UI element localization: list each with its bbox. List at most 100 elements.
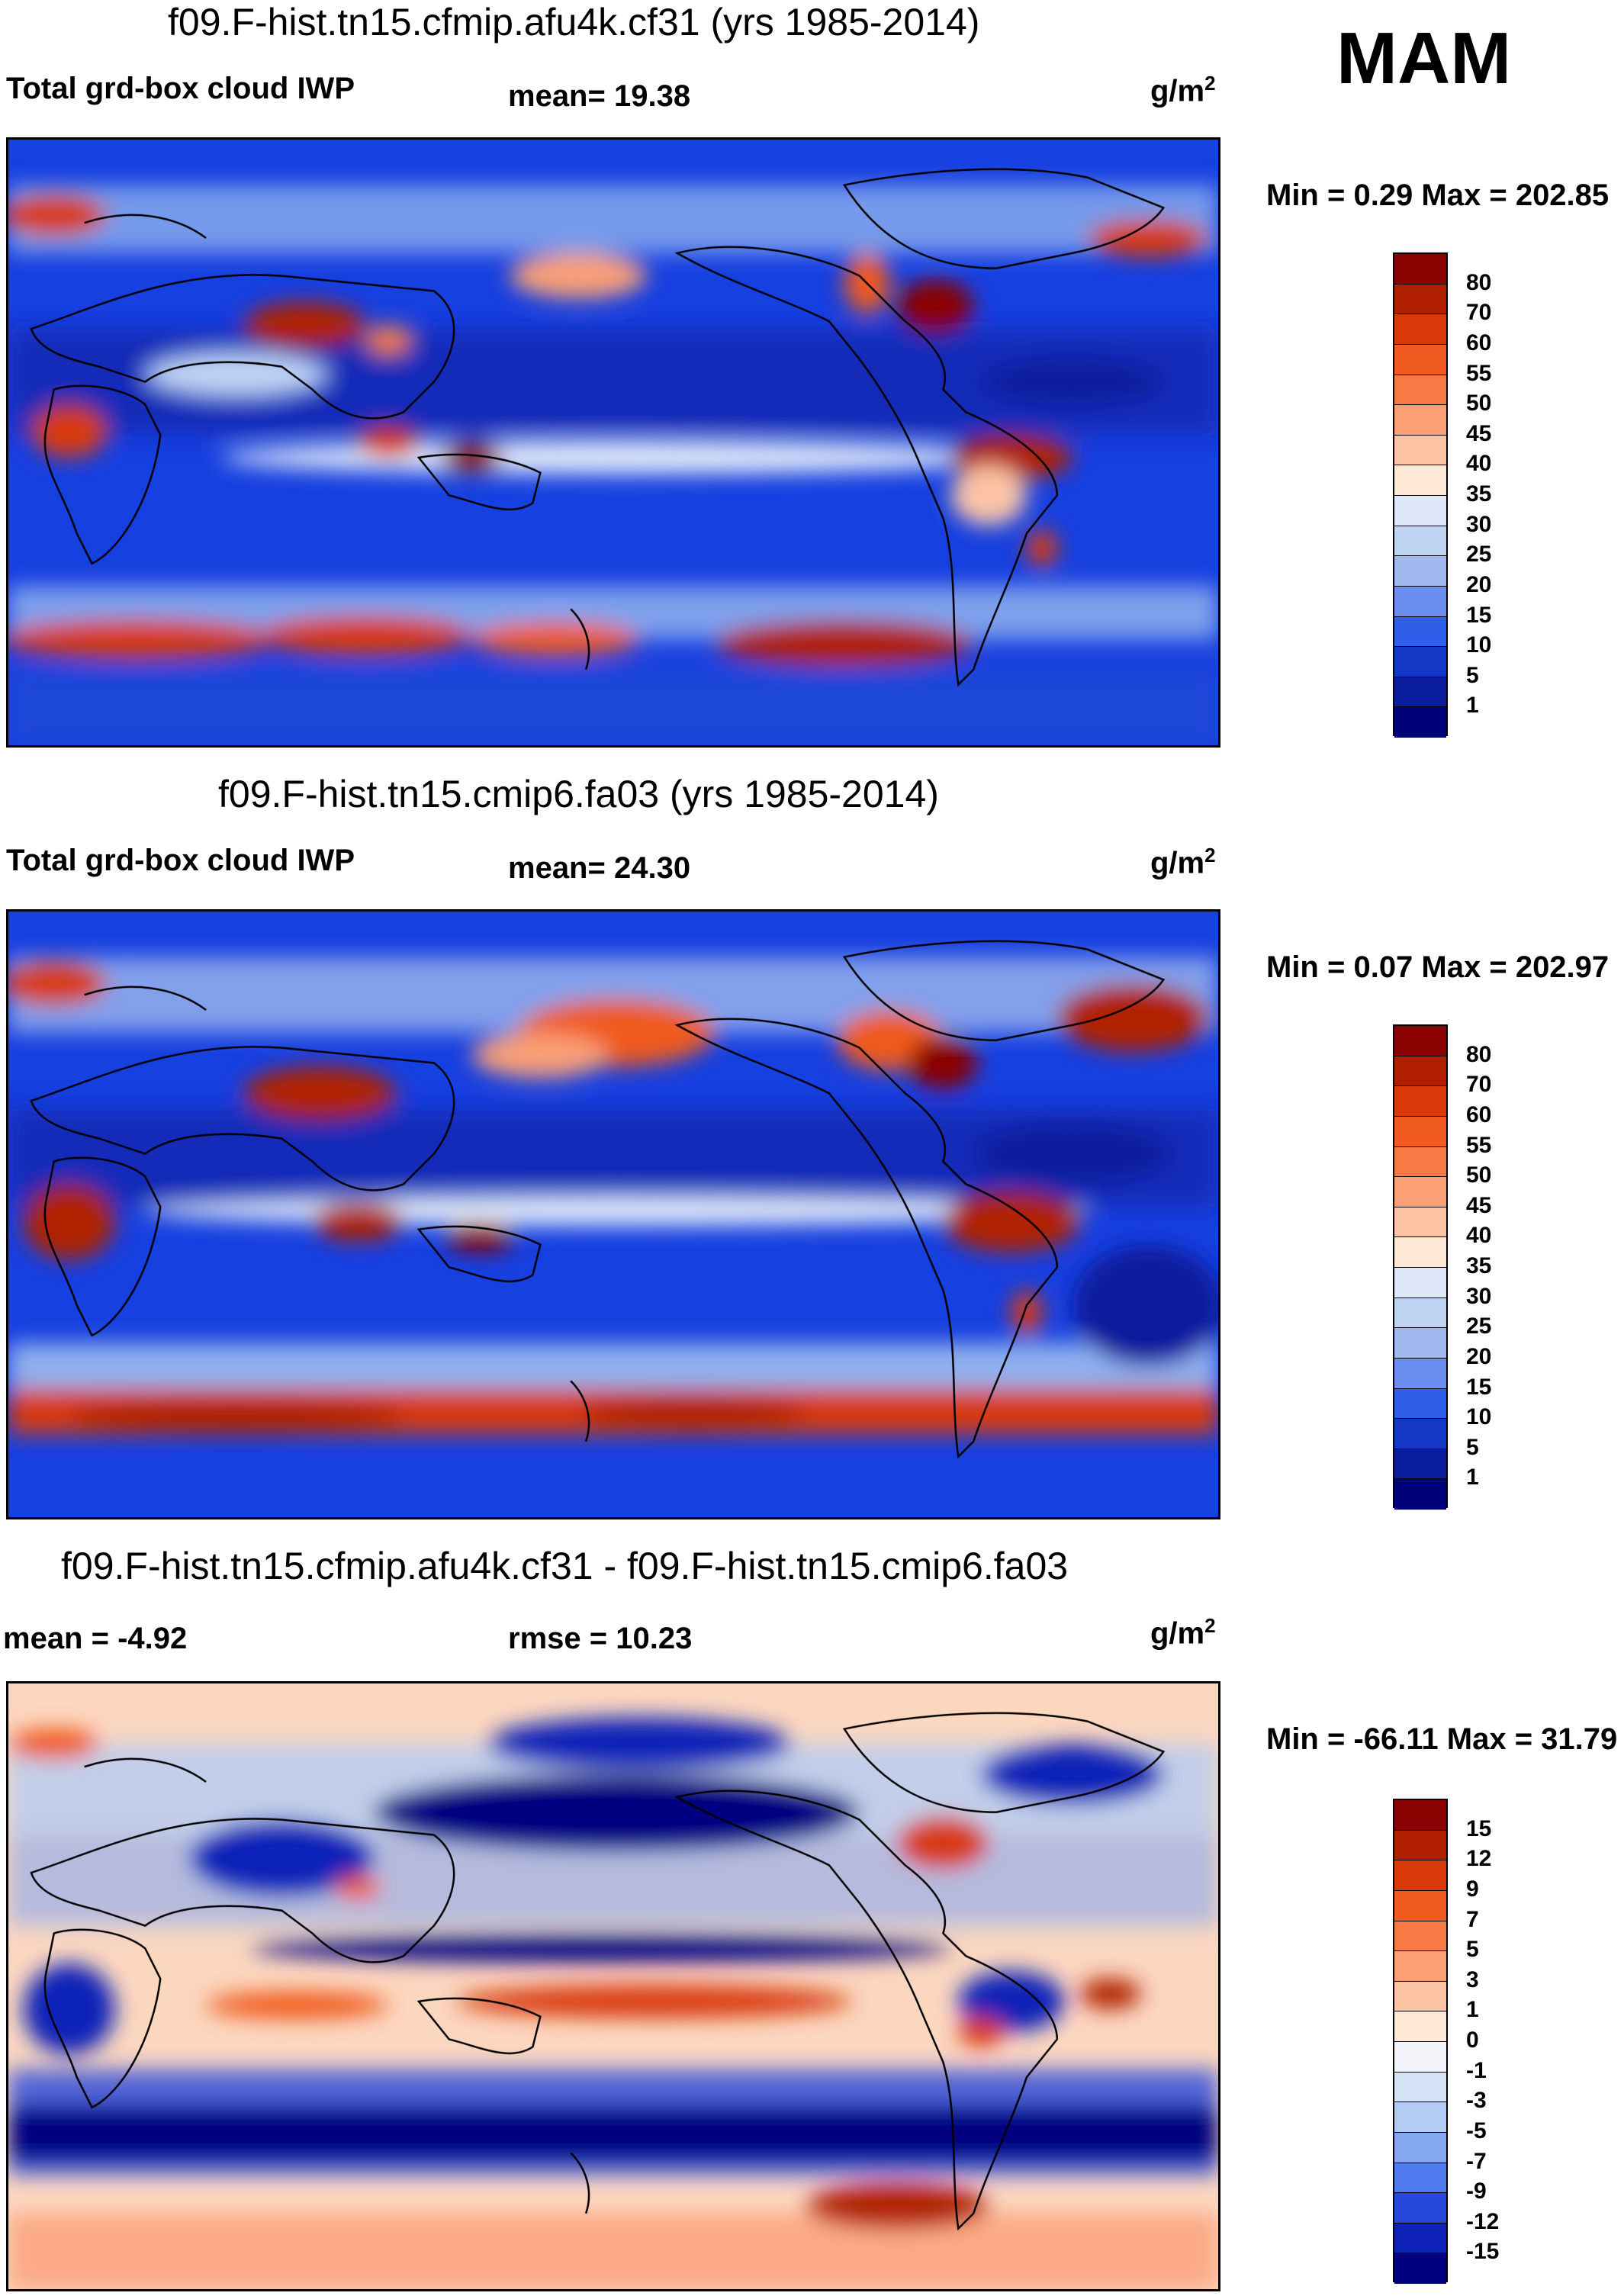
colorbar-tick-label: 1 (1466, 1465, 1479, 1490)
colorbar-box (1394, 375, 1446, 406)
colorbar-tick-label: 25 (1466, 1314, 1492, 1339)
colorbar-box (1394, 1800, 1446, 1831)
colorbar-box (1394, 1207, 1446, 1238)
season-label: MAM (1336, 18, 1512, 99)
panel-1-units: g/m2 (1150, 72, 1216, 108)
colorbar-box (1394, 1358, 1446, 1389)
colorbar-tick-label: 60 (1466, 1101, 1492, 1127)
colorbar-tick-label: 25 (1466, 542, 1492, 568)
panel-3-mean: mean = -4.92 (3, 1622, 188, 1655)
colorbar-box (1394, 2163, 1446, 2194)
colorbar-box (1394, 1086, 1446, 1117)
colorbar-box (1394, 2253, 1446, 2284)
colorbar-box (1394, 405, 1446, 436)
colorbar-tick-label: 45 (1466, 1192, 1492, 1218)
colorbar-tick-label: -15 (1466, 2239, 1500, 2265)
colorbar-tick-label: 80 (1466, 269, 1492, 295)
colorbar-box (1394, 2072, 1446, 2103)
colorbar-box (1394, 2132, 1446, 2163)
colorbar-box (1394, 1921, 1446, 1952)
colorbar-tick-label: 15 (1466, 1815, 1492, 1841)
colorbar-box (1394, 1419, 1446, 1449)
colorbar-tick-label: 45 (1466, 420, 1492, 446)
colorbar-tick-label: 35 (1466, 481, 1492, 506)
panel-2-title: f09.F-hist.tn15.cmip6.fa03 (yrs 1985-201… (218, 773, 939, 815)
colorbar-box (1394, 1268, 1446, 1298)
panel-3-title: f09.F-hist.tn15.cfmip.afu4k.cf31 - f09.F… (61, 1545, 1069, 1587)
colorbar-tick-label: 5 (1466, 1434, 1479, 1460)
colorbar-box (1394, 1146, 1446, 1178)
colorbar-tick-label: -3 (1466, 2088, 1487, 2114)
colorbar-box (1394, 1830, 1446, 1861)
colorbar-box (1394, 586, 1446, 617)
colorbar-tick-label: -9 (1466, 2179, 1487, 2204)
panel-1-colorbar (1393, 252, 1448, 738)
colorbar-tick-label: 7 (1466, 1906, 1479, 1932)
colorbar-tick-label: 20 (1466, 1343, 1492, 1369)
colorbar-tick-label: 60 (1466, 330, 1492, 355)
colorbar-box (1394, 1177, 1446, 1207)
colorbar-box (1394, 1388, 1446, 1420)
colorbar-box (1394, 526, 1446, 557)
colorbar-box (1394, 1890, 1446, 1921)
colorbar-tick-label: 1 (1466, 693, 1479, 719)
colorbar-tick-label: 0 (1466, 2027, 1479, 2053)
panel-2-minmax: Min = 0.07 Max = 202.97 (1266, 950, 1610, 984)
colorbar-box (1394, 1328, 1446, 1359)
colorbar-tick-label: 55 (1466, 1132, 1492, 1158)
colorbar-box (1394, 707, 1446, 738)
colorbar-tick-label: 9 (1466, 1876, 1479, 1902)
colorbar-box (1394, 1237, 1446, 1268)
colorbar-tick-label: 1 (1466, 1997, 1479, 2023)
panel-3-rmse: rmse = 10.23 (508, 1622, 693, 1655)
colorbar-box (1394, 2223, 1446, 2254)
colorbar-box (1394, 435, 1446, 466)
panel-3-units: g/m2 (1150, 1614, 1216, 1651)
colorbar-tick-label: 50 (1466, 1162, 1492, 1188)
colorbar-tick-label: 35 (1466, 1253, 1492, 1278)
colorbar-tick-label: -1 (1466, 2057, 1487, 2083)
colorbar-tick-label: -5 (1466, 2118, 1487, 2143)
colorbar-box (1394, 1951, 1446, 1982)
panel-1-minmax: Min = 0.29 Max = 202.85 (1266, 178, 1610, 212)
panel-3-map (6, 1681, 1220, 2291)
colorbar-tick-label: 80 (1466, 1041, 1492, 1067)
panel-1-map (6, 137, 1220, 748)
colorbar-box (1394, 1981, 1446, 2012)
colorbar-tick-label: -7 (1466, 2148, 1487, 2174)
colorbar-box (1394, 2193, 1446, 2224)
colorbar-tick-label: 5 (1466, 1937, 1479, 1963)
colorbar-tick-label: 55 (1466, 360, 1492, 386)
colorbar-tick-label: 50 (1466, 391, 1492, 416)
colorbar-tick-label: 20 (1466, 571, 1492, 597)
colorbar-box (1394, 465, 1446, 496)
panel-3-colorbar (1393, 1799, 1448, 2284)
colorbar-box (1394, 556, 1446, 587)
colorbar-box (1394, 1298, 1446, 1329)
panel-2-colorbar (1393, 1024, 1448, 1510)
colorbar-tick-label: 30 (1466, 511, 1492, 537)
colorbar-tick-label: 5 (1466, 662, 1479, 688)
colorbar-box (1394, 616, 1446, 648)
colorbar-box (1394, 1449, 1446, 1480)
colorbar-box (1394, 1116, 1446, 1147)
colorbar-tick-label: 70 (1466, 300, 1492, 326)
colorbar-box (1394, 2011, 1446, 2042)
panel-1-title: f09.F-hist.tn15.cfmip.afu4k.cf31 (yrs 19… (168, 1, 980, 43)
panel-1-mean: mean= 19.38 (508, 79, 691, 113)
colorbar-box (1394, 2042, 1446, 2073)
panel-2-variable-label: Total grd-box cloud IWP (6, 844, 355, 877)
colorbar-tick-label: -12 (1466, 2208, 1500, 2234)
colorbar-tick-label: 12 (1466, 1846, 1492, 1872)
panel-3-minmax: Min = -66.11 Max = 31.79 (1266, 1722, 1618, 1756)
colorbar-box (1394, 344, 1446, 375)
panel-2-units: g/m2 (1150, 844, 1216, 880)
colorbar-box (1394, 496, 1446, 526)
colorbar-tick-label: 40 (1466, 451, 1492, 477)
colorbar-box (1394, 2102, 1446, 2133)
colorbar-tick-label: 10 (1466, 1404, 1492, 1430)
colorbar-box (1394, 1860, 1446, 1891)
colorbar-tick-label: 40 (1466, 1223, 1492, 1249)
colorbar-tick-label: 10 (1466, 632, 1492, 658)
colorbar-box (1394, 314, 1446, 345)
